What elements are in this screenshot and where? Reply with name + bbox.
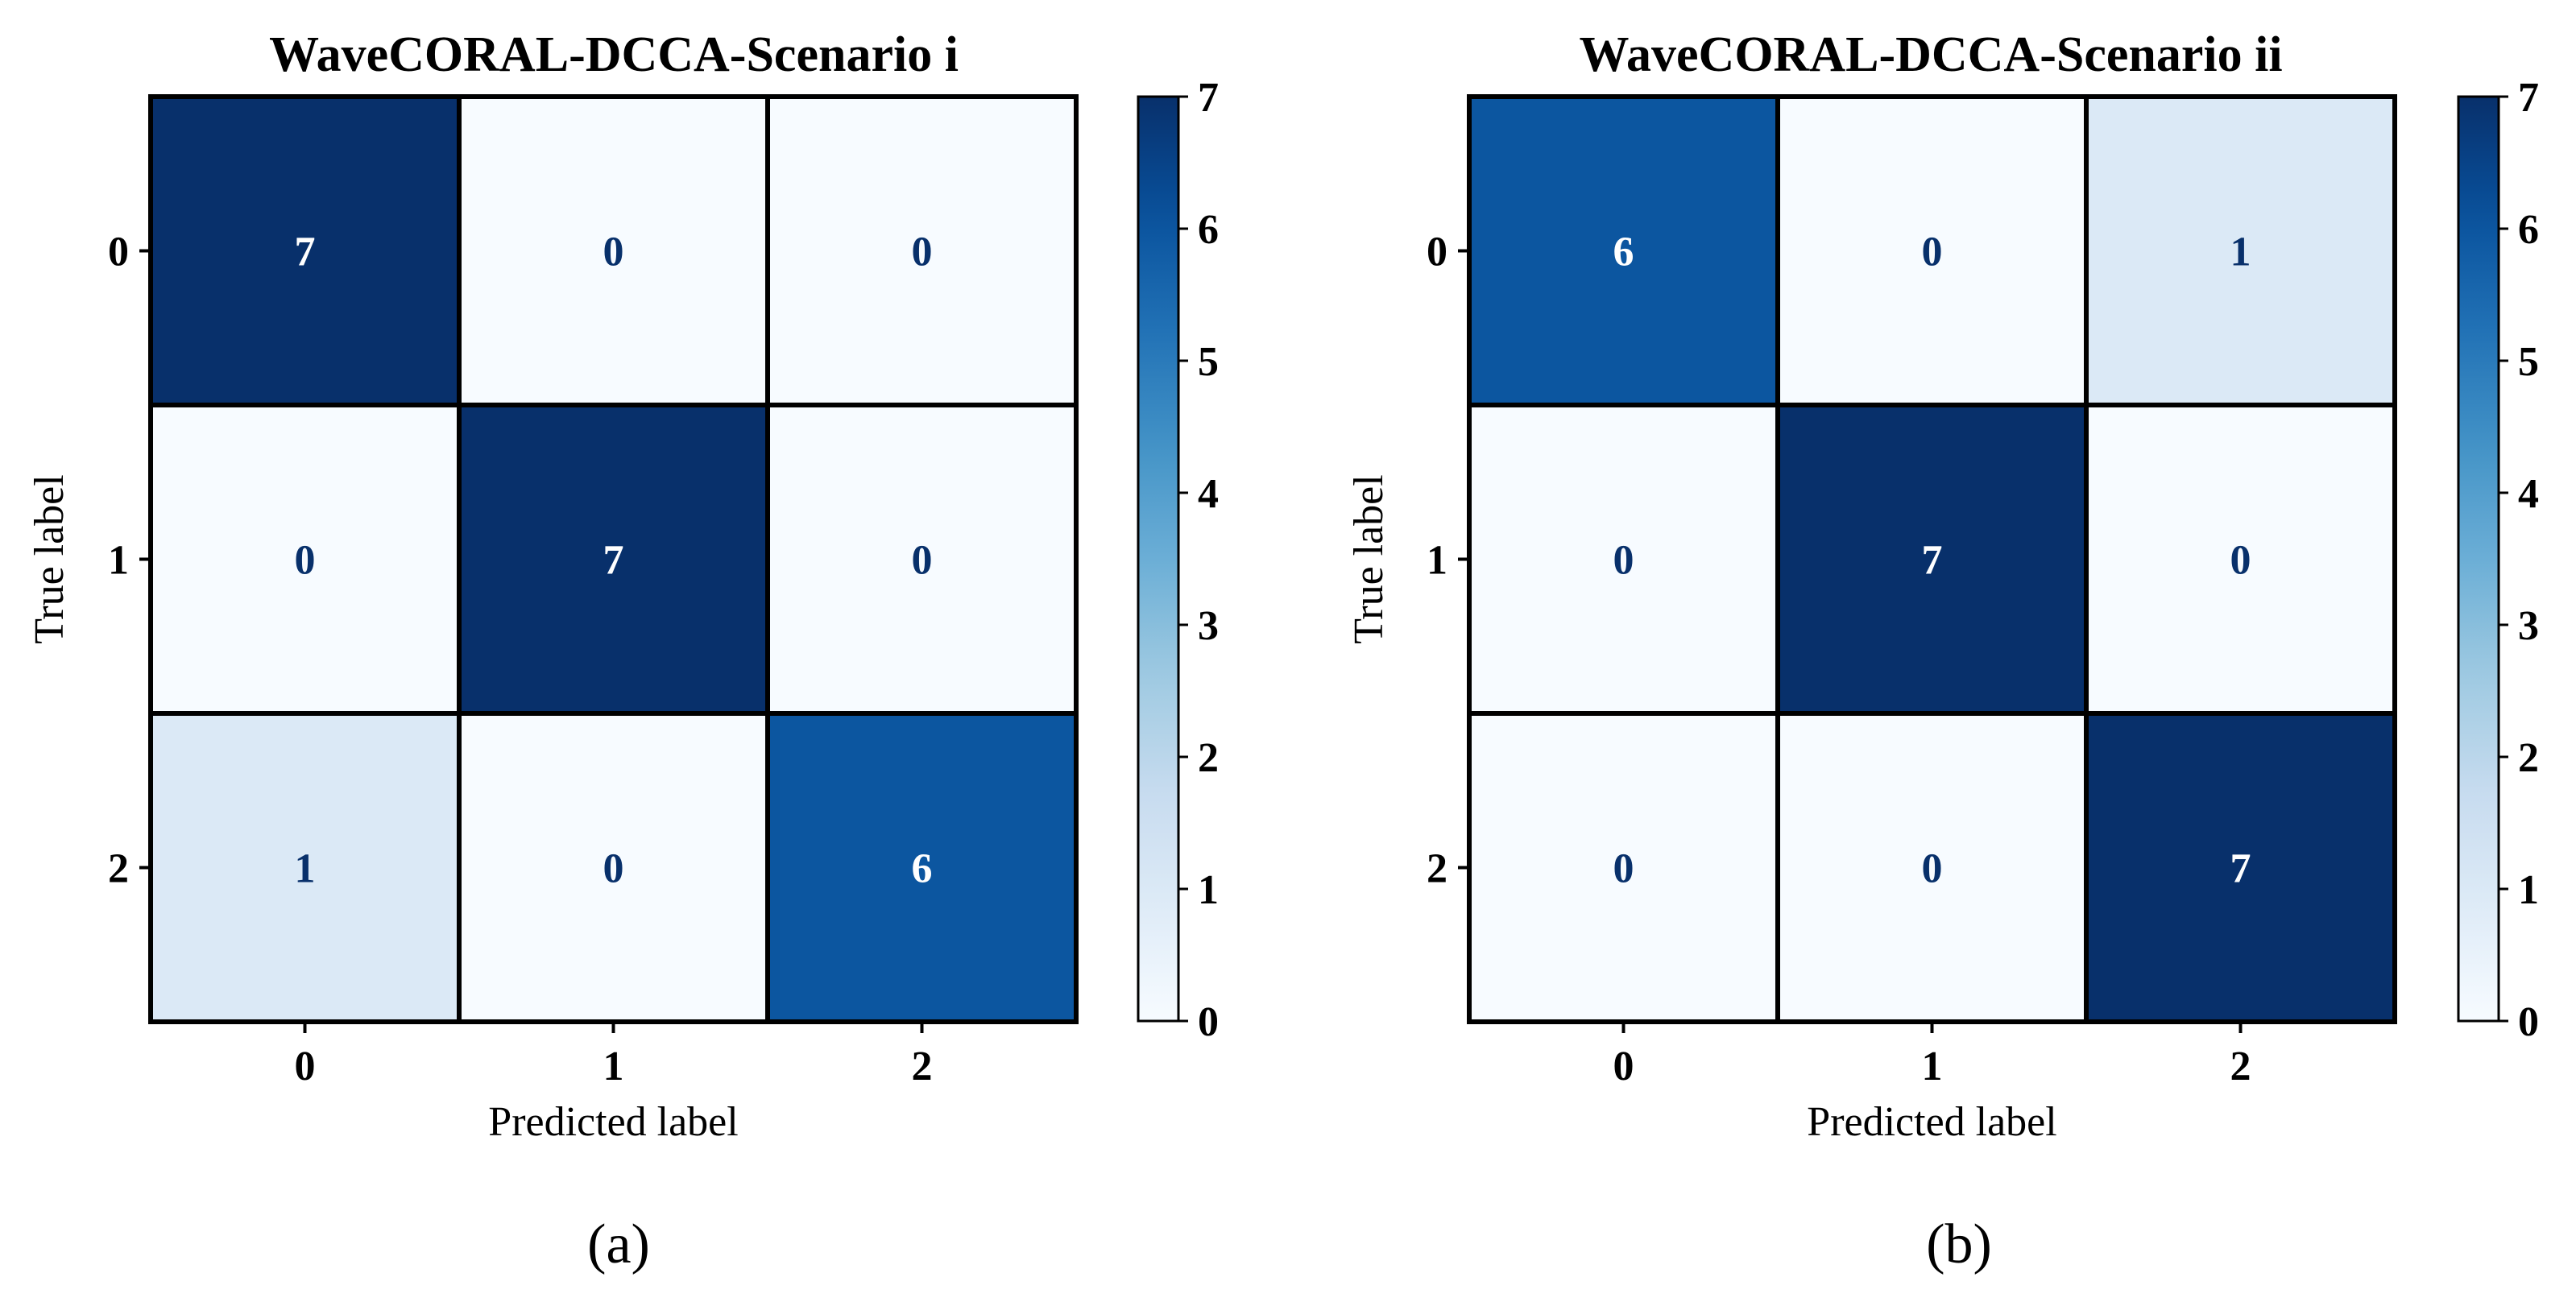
x-tick-label: 2 xyxy=(912,1044,933,1089)
cell-value-label: 7 xyxy=(295,229,316,275)
heatmap-cell xyxy=(148,403,462,716)
colorbar-tick-label: 7 xyxy=(2518,75,2539,121)
cell-value-label: 7 xyxy=(603,538,624,584)
y-tick-label: 0 xyxy=(108,229,129,275)
colorbar-tick-label: 3 xyxy=(2518,603,2539,649)
heatmap-cell xyxy=(765,403,1079,716)
heatmap-cell xyxy=(2084,403,2397,716)
x-tick-label: 0 xyxy=(1613,1044,1634,1089)
heatmap-cell xyxy=(457,94,770,407)
x-tick-label: 1 xyxy=(1922,1044,1943,1089)
panel-label: (a) xyxy=(587,1213,650,1275)
colorbar-tick-label: 2 xyxy=(2518,735,2539,781)
cell-value-label: 0 xyxy=(1922,846,1943,892)
cell-value-label: 6 xyxy=(912,846,933,892)
cell-value-label: 0 xyxy=(603,846,624,892)
colorbar-tick-label: 0 xyxy=(1198,999,1219,1045)
colorbar-tick-label: 3 xyxy=(1198,603,1219,649)
cell-value-label: 0 xyxy=(1613,538,1634,584)
cell-value-label: 7 xyxy=(2230,846,2251,892)
heatmap-cell xyxy=(148,94,462,407)
cell-value-label: 0 xyxy=(2230,538,2251,584)
heatmap-cell xyxy=(457,711,770,1024)
cell-value-label: 0 xyxy=(295,538,316,584)
y-tick-label: 1 xyxy=(108,538,129,584)
y-tick-label: 1 xyxy=(1427,538,1447,584)
colorbar-tick-label: 5 xyxy=(2518,339,2539,385)
y-tick-label: 2 xyxy=(108,846,129,892)
chart-panel-a: WaveCORAL-DCCA-Scenario i 7 0 0 0 7 0 1 0 6 0 1 2 0 1 2… xyxy=(27,27,1219,1275)
cell-value-label: 7 xyxy=(1922,538,1943,584)
heatmap-cell xyxy=(1467,403,1780,716)
y-axis-label: True label xyxy=(27,474,72,643)
y-axis-label: True label xyxy=(1346,474,1392,643)
x-axis-label: Predicted label xyxy=(488,1099,738,1145)
heatmap-cell xyxy=(1775,94,2089,407)
heatmap-cell xyxy=(1775,711,2089,1024)
panel-label: (b) xyxy=(1926,1213,1992,1275)
x-tick-label: 2 xyxy=(2230,1044,2251,1089)
cell-value-label: 0 xyxy=(1613,846,1634,892)
cell-value-label: 0 xyxy=(603,229,624,275)
chart-title: WaveCORAL-DCCA-Scenario ii xyxy=(1579,27,2282,82)
colorbar xyxy=(1137,95,1180,1023)
colorbar-tick-label: 4 xyxy=(2518,471,2539,517)
y-tick-label: 2 xyxy=(1427,846,1447,892)
colorbar-tick-label: 0 xyxy=(2518,999,2539,1045)
cell-value-label: 6 xyxy=(1613,229,1634,275)
colorbar-tick-label: 1 xyxy=(2518,867,2539,913)
x-tick-label: 0 xyxy=(295,1044,316,1089)
cell-value-label: 1 xyxy=(2230,229,2251,275)
colorbar xyxy=(2457,95,2500,1023)
cell-value-label: 0 xyxy=(912,538,933,584)
heatmap-cell xyxy=(2084,94,2397,407)
y-tick-label: 0 xyxy=(1427,229,1447,275)
x-axis-label: Predicted label xyxy=(1807,1099,2056,1145)
colorbar-tick-label: 4 xyxy=(1198,471,1219,517)
cell-value-label: 0 xyxy=(912,229,933,275)
heatmap-cell xyxy=(2084,711,2397,1024)
chart-panel-b: WaveCORAL-DCCA-Scenario ii 6 0 1 0 7 0 0 0 7 0 1 2 0 1… xyxy=(1346,27,2539,1275)
cell-value-label: 1 xyxy=(295,846,316,892)
colorbar-tick-label: 6 xyxy=(2518,207,2539,253)
colorbar-tick-label: 5 xyxy=(1198,339,1219,385)
heatmap-cell xyxy=(1467,94,1780,407)
colorbar-tick-label: 6 xyxy=(1198,207,1219,253)
x-tick-label: 1 xyxy=(603,1044,624,1089)
heatmap-cell xyxy=(1775,403,2089,716)
colorbar-tick-label: 2 xyxy=(1198,735,1219,781)
colorbar-tick-label: 7 xyxy=(1198,75,1219,121)
colorbar-tick-label: 1 xyxy=(1198,867,1219,913)
chart-title: WaveCORAL-DCCA-Scenario i xyxy=(269,27,959,82)
cell-value-label: 0 xyxy=(1922,229,1943,275)
